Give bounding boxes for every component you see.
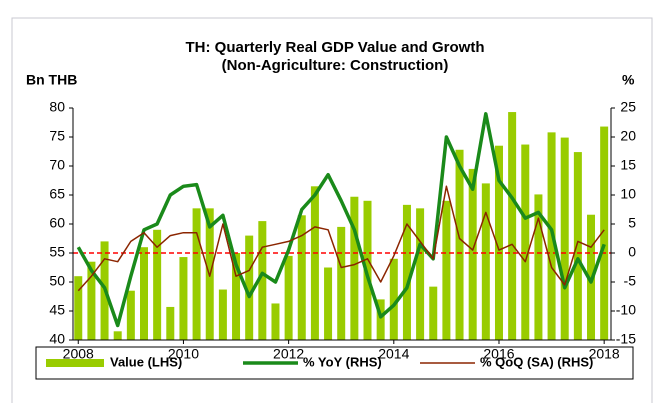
bar [74,276,83,340]
bar [508,112,517,340]
chart-title: TH: Quarterly Real GDP Value and Growth [186,39,485,56]
y2-axis-label: % [622,72,635,88]
y2-tick-label: 10 [620,186,636,202]
legend-swatch [46,359,104,367]
bar [113,331,122,340]
bar [455,149,464,340]
y-tick-label: 70 [49,157,65,173]
bar [258,221,267,340]
bar [192,208,201,340]
bar [284,255,293,340]
y-tick-label: 40 [49,331,65,347]
bar [297,215,306,340]
y2-tick-label: -5 [624,273,637,289]
y-axis-label: Bn THB [26,72,77,88]
bar [218,289,227,340]
y-tick-label: 45 [49,302,65,318]
bar [468,168,477,340]
bar [153,229,162,340]
chart-frame [11,17,653,403]
bar [337,226,346,340]
bar [232,253,241,340]
line-series [76,112,606,328]
bar [481,183,490,340]
bar [324,267,333,340]
bar [573,152,582,340]
bar [402,204,411,340]
y2-tick-label: 25 [620,99,636,115]
y2-tick-label: 5 [628,215,636,231]
x-tick-label: 2012 [273,346,304,362]
bar [600,126,609,340]
y2-tick-label: 20 [620,128,636,144]
bar [376,299,385,340]
y-tick-label: 65 [49,186,65,202]
bar [166,306,175,340]
bar [442,200,451,340]
y2-tick-label: -15 [616,331,636,347]
bar [350,196,359,340]
y-tick-label: 60 [49,215,65,231]
legend-label: Value (LHS) [110,354,182,369]
bar [560,137,569,340]
bar [389,258,398,340]
bar [429,286,438,340]
legend-label: % YoY (RHS) [303,354,382,369]
x-tick-label: 2016 [483,346,514,362]
bar [416,208,425,340]
legend-label: % QoQ (SA) (RHS) [480,354,593,369]
y-tick-label: 75 [49,128,65,144]
bar [271,303,280,340]
bar [494,145,503,340]
y-tick-label: 55 [49,244,65,260]
y-tick-label: 50 [49,273,65,289]
chart-subtitle: (Non-Agriculture: Construction) [222,57,449,74]
bar [179,257,188,340]
line-series [77,185,605,292]
x-tick-label: 2008 [63,346,94,362]
x-tick-label: 2014 [378,346,409,362]
legend-box [35,346,634,380]
y-tick-label: 80 [49,99,65,115]
y2-tick-label: 15 [620,157,636,173]
y2-tick-label: -10 [616,302,636,318]
bar [534,194,543,340]
bar [126,290,135,340]
x-tick-label: 2010 [168,346,199,362]
y2-tick-label: 0 [628,244,636,260]
bar [87,261,96,340]
bar [245,235,254,340]
bar [139,247,148,340]
x-tick-label: 2018 [589,346,620,362]
bar [521,144,530,340]
bar [310,186,319,340]
